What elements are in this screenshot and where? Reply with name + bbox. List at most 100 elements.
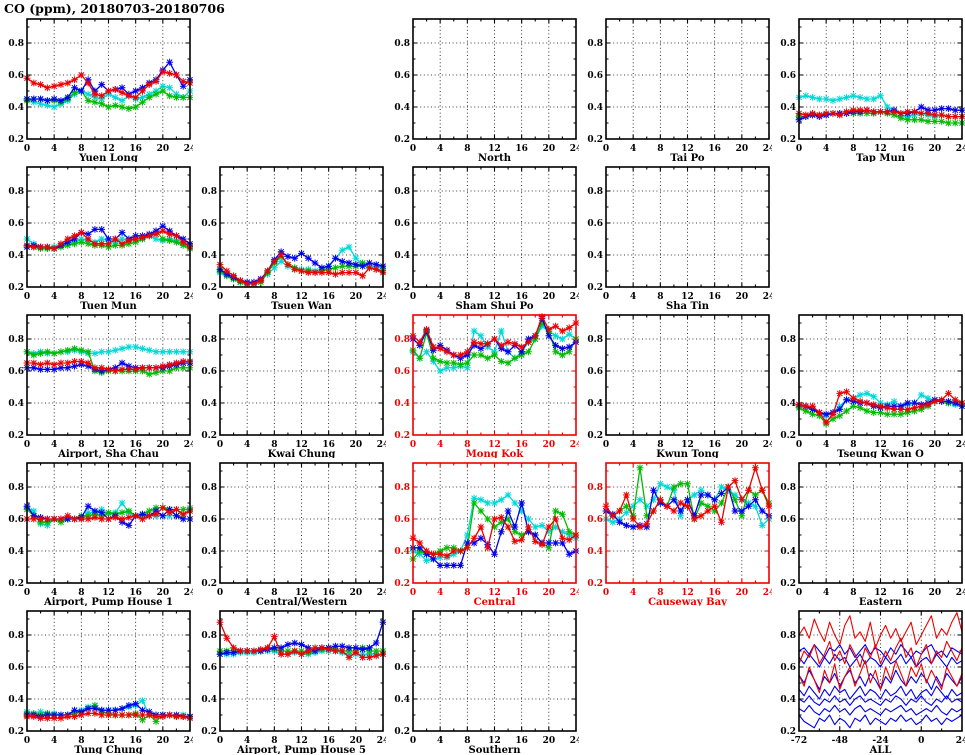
y-tick-label: 0.4 [201, 547, 217, 557]
y-tick-label: 0.8 [394, 335, 410, 345]
plot-title: Tseung Kwan O [837, 449, 924, 458]
plot-title: North [478, 153, 512, 162]
plot-title: Sham Shui Po [456, 301, 534, 310]
x-tick-label: 8 [850, 588, 856, 598]
x-tick-label: 8 [78, 588, 84, 598]
chart-southern: 0.2 0.4 0.6 0.8 0 4 8 12 16 20 24 Southern [394, 610, 579, 754]
chart-tsuen-wan: 0.2 0.4 0.6 0.8 0 4 8 12 16 20 24 Tsuen Wan [201, 166, 386, 310]
plot-frame [412, 18, 577, 140]
x-tick-label: 0 [603, 292, 609, 302]
plot-frame [605, 18, 770, 140]
x-tick-label: 20 [543, 440, 556, 450]
plot-airport-pump-house-1: 0.2 0.4 0.6 0.8 0 4 8 12 16 20 24 Airport, Pump Hou… [0, 458, 193, 606]
x-tick-label: 24 [184, 292, 193, 302]
x-tick-label: 20 [157, 736, 170, 746]
x-tick-label: 8 [78, 292, 84, 302]
x-tick-label: 12 [488, 588, 501, 598]
y-tick-label: 0.2 [8, 283, 24, 293]
y-tick-label: 0.6 [201, 219, 217, 229]
x-tick-label: 24 [956, 588, 965, 598]
series-line-red [798, 612, 963, 649]
y-tick-label: 0.8 [201, 483, 217, 493]
chart-tung-chung: 0.2 0.4 0.6 0.8 0 4 8 12 16 20 24 Tung Chung [8, 610, 193, 754]
y-tick-label: 0.8 [394, 187, 410, 197]
x-tick-label: 8 [271, 736, 277, 746]
chart-kwun-tong: 0.2 0.4 0.6 0.8 0 4 8 12 16 20 24 Kwun Tong [587, 314, 772, 458]
y-tick-label: 0.6 [8, 367, 24, 377]
x-tick-label: 16 [708, 588, 721, 598]
x-tick-label: 20 [929, 588, 942, 598]
y-tick-label: 0.6 [8, 663, 24, 673]
plot-title: Sha Tin [666, 301, 710, 310]
x-tick-label: 4 [630, 440, 636, 450]
plot-tuen-mun: 0.2 0.4 0.6 0.8 0 4 8 12 16 20 24 Tuen Mun [0, 162, 193, 310]
plot-title: Airport, Pump House 1 [43, 597, 173, 606]
y-tick-label: 0.4 [587, 547, 603, 557]
x-tick-label: 8 [657, 440, 663, 450]
chart-tai-po: 0.2 0.4 0.6 0.8 0 4 8 12 16 20 24 Tai Po [587, 18, 772, 162]
x-tick-label: 24 [184, 736, 193, 746]
x-tick-label: 12 [488, 292, 501, 302]
chart-tseung-kwan-o: 0.2 0.4 0.6 0.8 0 4 8 12 16 20 24 Tseung Kwan O [780, 314, 965, 458]
chart-airport-pump-house-1: 0.2 0.4 0.6 0.8 0 4 8 12 16 20 24 Airport, Pump Hou… [8, 462, 193, 606]
chart-tuen-mun: 0.2 0.4 0.6 0.8 0 4 8 12 16 20 24 Tuen Mun [8, 166, 193, 310]
y-tick-label: 0.4 [8, 399, 24, 409]
y-tick-label: 0.8 [780, 335, 796, 345]
gridlines [27, 19, 190, 139]
y-tick-label: 0.4 [201, 399, 217, 409]
plot-title: Central/Western [256, 597, 348, 606]
y-tick-label: 0.8 [587, 483, 603, 493]
y-tick-label: 0.2 [8, 135, 24, 145]
plot-title: Central [474, 597, 516, 606]
x-tick-label: 24 [570, 588, 579, 598]
x-tick-label: 0 [24, 736, 30, 746]
x-tick-label: 24 [377, 588, 386, 598]
x-tick-label: 24 [956, 736, 965, 746]
y-tick-label: 0.8 [587, 39, 603, 49]
y-tick-label: 0.8 [8, 335, 24, 345]
series-markers-red [23, 358, 193, 375]
plot-central-western: 0.2 0.4 0.6 0.8 0 4 8 12 16 20 24 Central/Western [193, 458, 386, 606]
x-tick-label: 0 [603, 440, 609, 450]
x-tick-label: 8 [850, 144, 856, 154]
y-tick-label: 0.2 [780, 579, 796, 589]
y-tick-label: 0.8 [780, 39, 796, 49]
plot-title: Yuen Long [78, 153, 138, 162]
y-tick-label: 0.4 [780, 103, 796, 113]
x-tick-label: -48 [832, 736, 848, 746]
gridlines [27, 315, 190, 435]
series-line-blue [798, 704, 963, 716]
y-tick-label: 0.2 [587, 579, 603, 589]
plot-frame [798, 314, 963, 436]
chart-eastern: 0.2 0.4 0.6 0.8 0 4 8 12 16 20 24 Eastern [780, 462, 965, 606]
x-tick-label: 0 [410, 440, 416, 450]
y-tick-label: 0.4 [8, 547, 24, 557]
y-tick-label: 0.6 [780, 663, 796, 673]
x-tick-label: 4 [244, 588, 250, 598]
x-tick-label: 12 [874, 144, 887, 154]
x-tick-label: 4 [437, 292, 443, 302]
x-tick-label: 20 [736, 144, 749, 154]
x-tick-label: 16 [708, 292, 721, 302]
plot-title: Airport, Pump House 5 [236, 745, 366, 754]
x-tick-label: 24 [956, 144, 965, 154]
y-tick-label: 0.6 [780, 367, 796, 377]
plot-frame [412, 166, 577, 288]
plot-title: Mong Kok [466, 449, 525, 458]
x-tick-label: 8 [78, 440, 84, 450]
plot-frame [26, 166, 191, 288]
y-tick-label: 0.4 [8, 103, 24, 113]
y-tick-label: 0.6 [780, 71, 796, 81]
x-tick-label: 0 [217, 292, 223, 302]
x-tick-label: 4 [437, 440, 443, 450]
plot-frame [219, 166, 384, 288]
x-tick-label: 24 [570, 144, 579, 154]
plot-title: Causeway Bay [648, 597, 728, 606]
chart-causeway-bay: 0.2 0.4 0.6 0.8 0 4 8 12 16 20 24 Causeway Bay [587, 462, 772, 606]
y-tick-label: 0.4 [394, 399, 410, 409]
plot-causeway-bay: 0.2 0.4 0.6 0.8 0 4 8 12 16 20 24 Causeway Bay [579, 458, 772, 606]
x-tick-label: 12 [295, 440, 308, 450]
y-tick-label: 0.4 [587, 251, 603, 261]
plot-frame [26, 18, 191, 140]
y-tick-label: 0.4 [394, 695, 410, 705]
